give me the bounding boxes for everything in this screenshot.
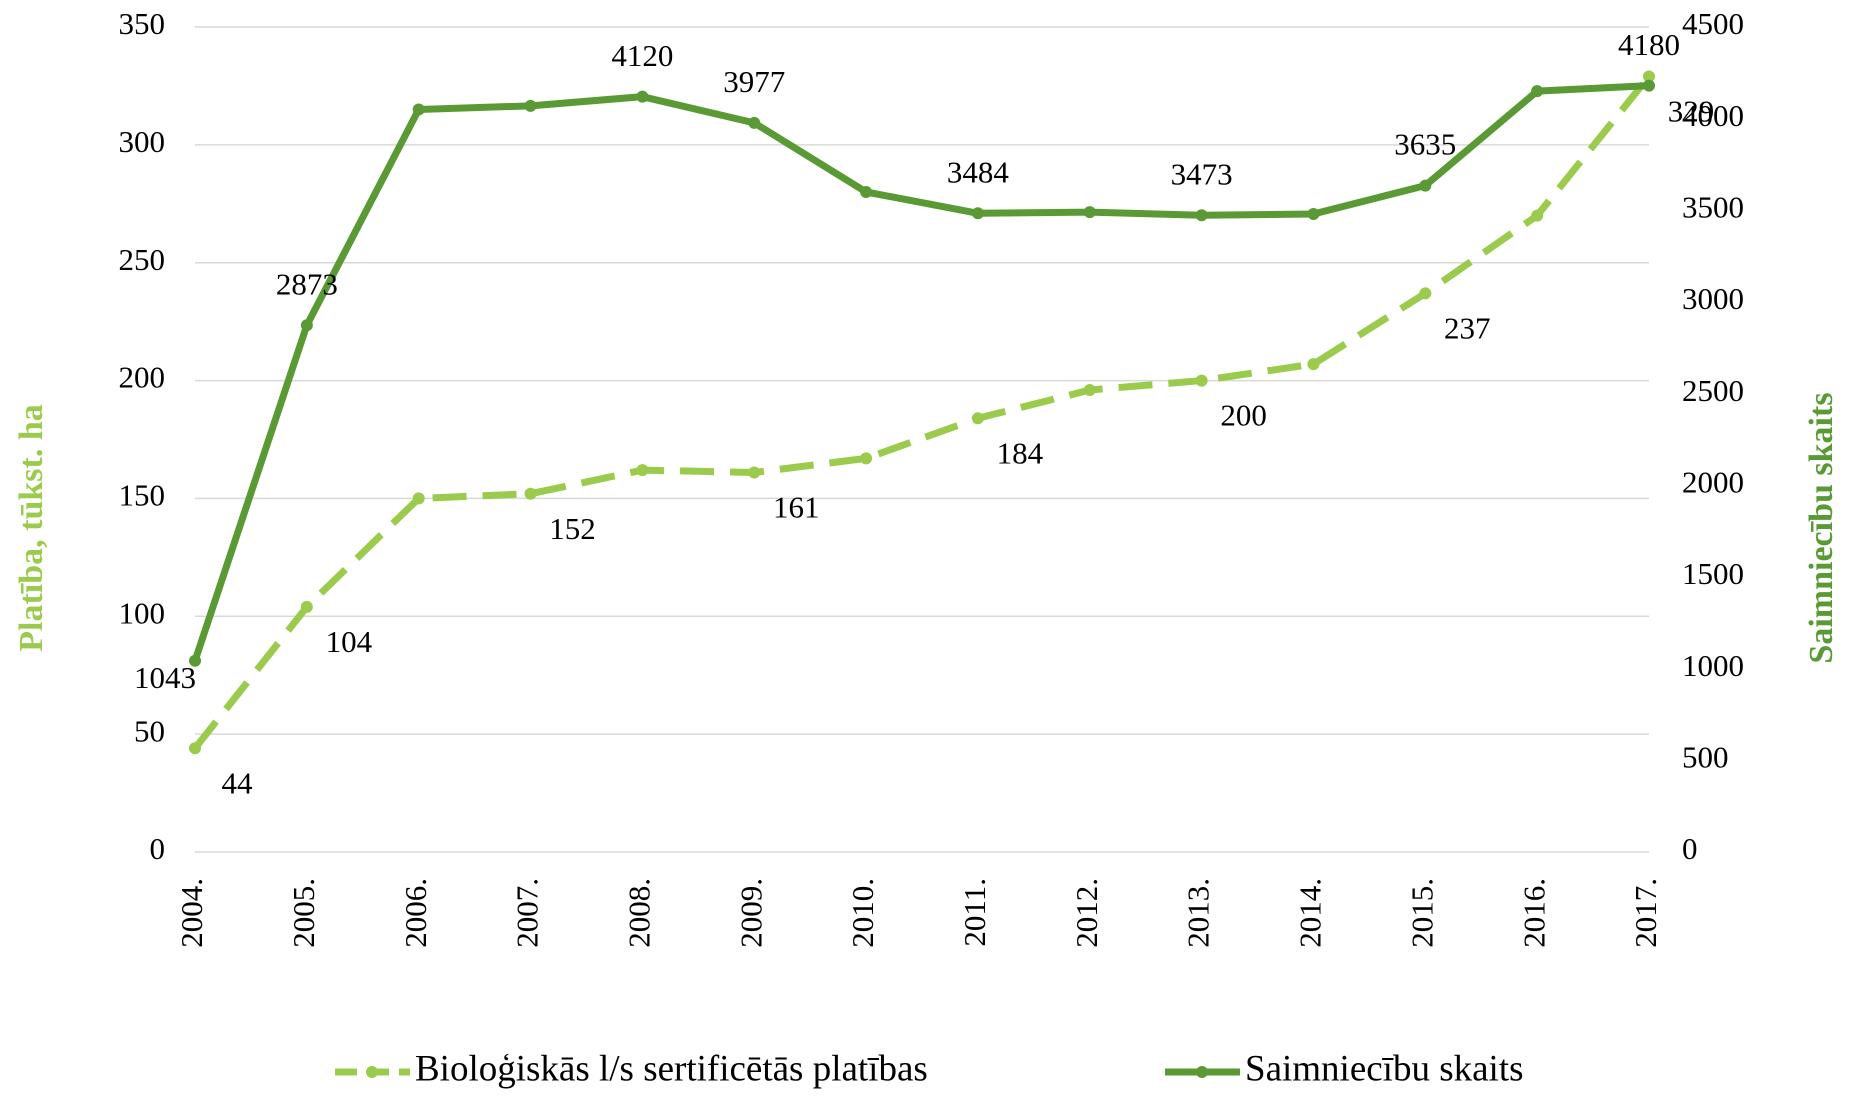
y2-tick-label: 3000 (1682, 281, 1744, 316)
x-tick-label: 2015. (1404, 878, 1439, 948)
point (860, 186, 873, 198)
point (524, 487, 537, 500)
point (971, 412, 984, 425)
legend-label: Saimniecību skaits (1245, 1048, 1524, 1089)
data-label: 3977 (723, 64, 785, 99)
point (1083, 206, 1096, 219)
y2-axis-title: Saimniecību skaits (1803, 392, 1840, 663)
point (524, 99, 537, 112)
point (1307, 208, 1320, 220)
data-label: 2873 (276, 266, 338, 301)
x-tick-label: 2008. (621, 878, 656, 948)
y2-tick-label: 500 (1682, 739, 1729, 774)
point (1083, 384, 1096, 396)
point (1195, 209, 1208, 222)
y2-tick-label: 2500 (1682, 373, 1744, 408)
y-tick-label: 0 (150, 831, 166, 866)
legend-marker (1196, 1066, 1208, 1078)
y2-tick-label: 1500 (1682, 556, 1744, 591)
data-label: 152 (549, 511, 596, 546)
x-tick-label: 2014. (1293, 878, 1328, 948)
point (189, 742, 201, 755)
x-tick-label: 2010. (845, 878, 880, 948)
data-label: 200 (1220, 398, 1267, 433)
data-label: 44 (222, 765, 254, 800)
point (1643, 79, 1655, 92)
point (412, 492, 425, 505)
data-label: 3484 (947, 154, 1010, 189)
data-label: 4120 (611, 38, 673, 73)
y-tick-label: 350 (119, 6, 166, 41)
x-tick-label: 2009. (733, 878, 768, 948)
x-tick-label: 2007. (510, 878, 545, 948)
data-label: 3635 (1394, 127, 1456, 162)
point (1531, 85, 1544, 98)
data-label: 329 (1668, 94, 1715, 129)
data-label: 161 (773, 490, 820, 525)
x-tick-label: 2005. (286, 878, 321, 948)
x-tick-label: 2016. (1516, 878, 1551, 948)
point (748, 466, 761, 479)
point (1195, 374, 1208, 387)
series-line (192, 74, 1652, 751)
y-tick-label: 150 (119, 478, 166, 513)
point (1419, 287, 1432, 300)
y2-tick-label: 1000 (1682, 648, 1744, 683)
y2-tick-label: 0 (1682, 831, 1698, 866)
point (1419, 179, 1432, 192)
y2-tick-label: 4000 (1682, 98, 1744, 133)
y-tick-label: 300 (119, 124, 166, 159)
data-label: 184 (997, 435, 1044, 470)
y-axis-title: Platība, tūkst. ha (13, 404, 50, 652)
x-tick-label: 2012. (1069, 878, 1104, 948)
point (412, 103, 425, 116)
legend-marker (366, 1066, 378, 1078)
point (300, 600, 313, 613)
y2-tick-label: 3500 (1682, 189, 1744, 224)
data-label: 104 (326, 624, 373, 659)
y2-tick-label: 2000 (1682, 464, 1744, 499)
x-tick-label: 2006. (398, 878, 433, 948)
point (1307, 358, 1320, 371)
x-tick-label: 2013. (1181, 878, 1216, 948)
data-label: 1043 (134, 660, 196, 695)
x-tick-label: 2017. (1628, 878, 1663, 948)
data-label: 3473 (1171, 156, 1233, 191)
point (860, 452, 873, 465)
x-tick-label: 2004. (174, 878, 209, 948)
y-tick-label: 50 (134, 713, 165, 748)
series-line (191, 82, 1650, 662)
point (1643, 70, 1655, 83)
data-label: 237 (1444, 310, 1491, 345)
y-tick-label: 100 (119, 595, 166, 630)
legend-label: Bioloģiskās l/s sertificētās platības (415, 1048, 928, 1089)
data-label: 4180 (1618, 27, 1680, 62)
point (636, 90, 649, 103)
y2-tick-label: 4500 (1682, 6, 1744, 41)
point (300, 319, 313, 332)
y-tick-label: 250 (119, 242, 166, 277)
x-tick-label: 2011. (957, 878, 992, 947)
point (189, 654, 201, 667)
point (971, 207, 984, 220)
point (636, 464, 649, 477)
point (748, 116, 761, 129)
point (1531, 209, 1544, 222)
y-tick-label: 200 (119, 360, 166, 395)
